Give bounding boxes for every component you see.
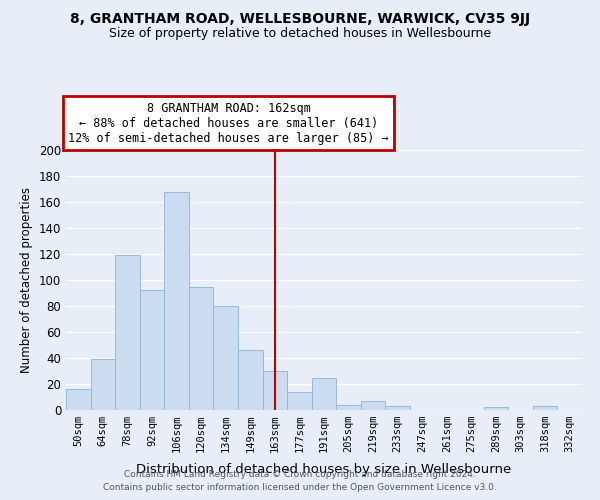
Bar xyxy=(140,290,164,410)
Bar xyxy=(214,306,238,410)
Bar xyxy=(91,360,115,410)
Bar xyxy=(533,406,557,410)
Text: Size of property relative to detached houses in Wellesbourne: Size of property relative to detached ho… xyxy=(109,28,491,40)
Y-axis label: Number of detached properties: Number of detached properties xyxy=(20,187,33,373)
Text: 8, GRANTHAM ROAD, WELLESBOURNE, WARWICK, CV35 9JJ: 8, GRANTHAM ROAD, WELLESBOURNE, WARWICK,… xyxy=(70,12,530,26)
Bar xyxy=(66,389,91,410)
Bar xyxy=(484,408,508,410)
X-axis label: Distribution of detached houses by size in Wellesbourne: Distribution of detached houses by size … xyxy=(136,464,512,476)
Text: Contains HM Land Registry data © Crown copyright and database right 2024.: Contains HM Land Registry data © Crown c… xyxy=(124,470,476,479)
Bar xyxy=(385,406,410,410)
Text: 8 GRANTHAM ROAD: 162sqm
← 88% of detached houses are smaller (641)
12% of semi-d: 8 GRANTHAM ROAD: 162sqm ← 88% of detache… xyxy=(68,102,389,145)
Bar xyxy=(336,405,361,410)
Bar xyxy=(115,256,140,410)
Bar xyxy=(361,401,385,410)
Bar xyxy=(312,378,336,410)
Bar xyxy=(287,392,312,410)
Text: Contains public sector information licensed under the Open Government Licence v3: Contains public sector information licen… xyxy=(103,483,497,492)
Bar xyxy=(263,371,287,410)
Bar xyxy=(189,286,214,410)
Bar xyxy=(164,192,189,410)
Bar xyxy=(238,350,263,410)
